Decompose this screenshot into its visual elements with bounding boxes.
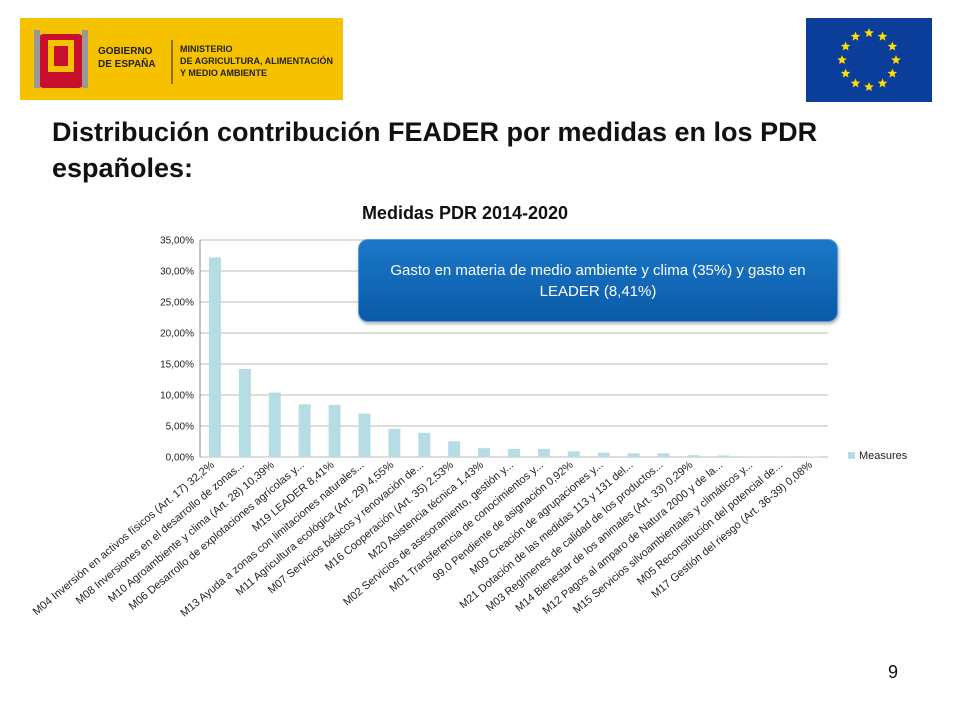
star [887,68,898,78]
callout: Gasto en materia de medio ambiente y cli… [358,239,838,322]
bar [298,404,311,457]
bar [627,453,640,457]
bar [508,448,520,457]
legend-swatch [848,452,855,459]
bar [388,428,401,457]
page-number: 9 [888,662,899,682]
star [877,78,888,88]
y-tick-label: 10,00% [160,391,194,402]
star [850,31,861,41]
bar [687,455,700,457]
chart-title: Medidas PDR 2014-2020 [362,203,568,223]
slide-title: Distribución contribución FEADER por med… [52,117,818,183]
bar [418,432,431,457]
bar [747,456,760,457]
star [877,31,888,41]
coat-of-arms [34,30,88,88]
gov-text: DE ESPAÑA [98,57,156,70]
star [864,82,874,91]
y-tick-label: 15,00% [160,360,194,371]
star [840,68,851,78]
star [850,78,861,88]
bar [448,441,461,457]
y-tick-label: 20,00% [160,329,194,340]
star [887,41,898,51]
bar [328,404,341,457]
star [837,55,847,64]
ministry-text: Y MEDIO AMBIENTE [180,68,267,78]
bar [777,456,790,457]
y-tick-label: 5,00% [166,422,194,433]
bar [238,368,251,457]
star [840,41,851,51]
bar [597,452,610,457]
ministry-text: MINISTERIO [180,44,233,54]
bar [567,451,580,457]
bar [717,455,730,457]
gov-text: GOBIERNO [98,46,153,57]
legend-label: Measures [859,450,908,462]
y-tick-label: 0,00% [166,453,194,464]
bar [478,448,491,457]
bar [657,453,670,457]
y-tick-label: 35,00% [160,236,194,247]
bar [358,413,371,457]
star [891,55,901,64]
ministry-text: DE AGRICULTURA, ALIMENTACIÓN [180,55,333,66]
bar [537,448,550,457]
bar [268,392,281,457]
y-tick-label: 30,00% [160,267,194,278]
star [864,28,874,37]
eu-stars [837,28,901,91]
bar [208,257,221,457]
y-tick-label: 25,00% [160,298,194,309]
